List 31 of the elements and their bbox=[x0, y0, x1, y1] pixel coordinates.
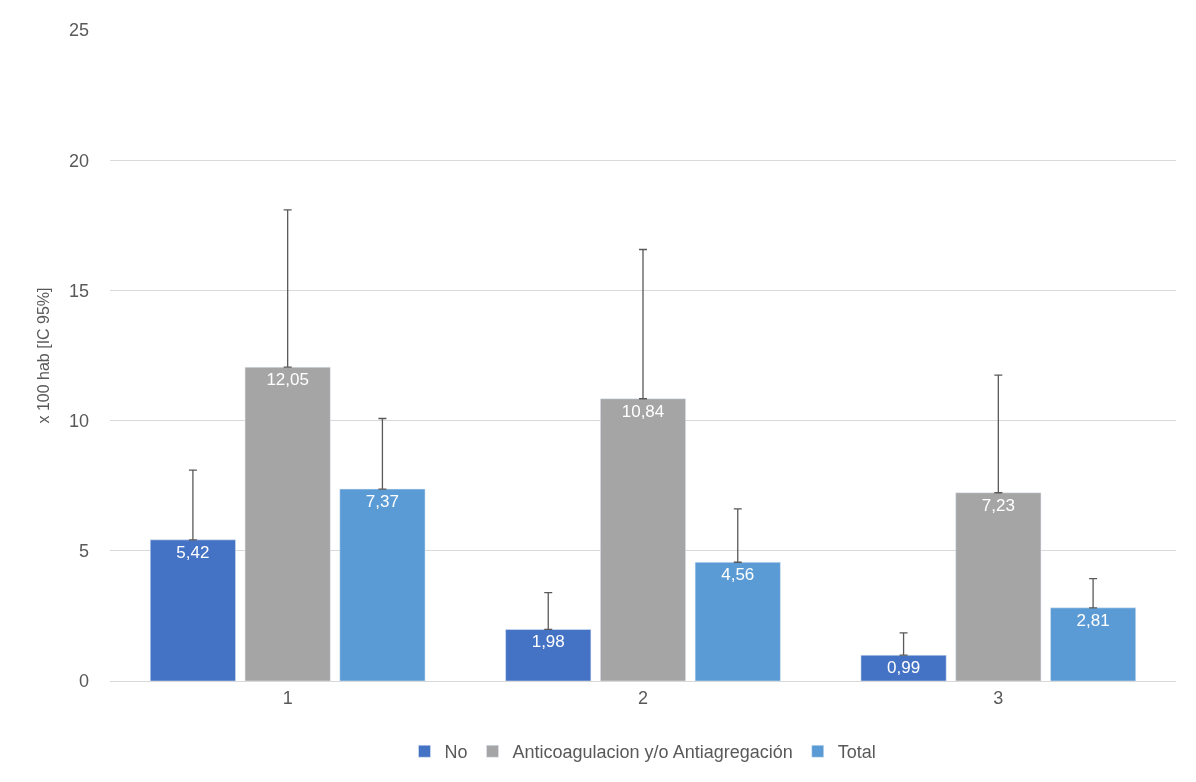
bar bbox=[694, 562, 781, 681]
data-label: 7,37 bbox=[365, 492, 399, 512]
y-tick-label: 10 bbox=[68, 410, 89, 431]
y-tick-label: 20 bbox=[68, 150, 89, 171]
data-label: 7,23 bbox=[981, 495, 1015, 515]
legend-label: Anticoagulacion y/o Antiagregación bbox=[512, 742, 793, 763]
y-axis-title: x 100 hab [IC 95%] bbox=[34, 287, 52, 424]
bar bbox=[244, 366, 331, 681]
x-tick-label: 3 bbox=[993, 687, 1004, 708]
bar bbox=[955, 492, 1042, 681]
data-label: 0,99 bbox=[887, 658, 921, 678]
bar bbox=[1050, 607, 1136, 681]
data-label: 2,81 bbox=[1076, 610, 1110, 630]
bar bbox=[339, 488, 426, 681]
bar bbox=[600, 398, 686, 681]
y-tick-label: 0 bbox=[78, 671, 89, 692]
x-tick-label: 2 bbox=[637, 687, 649, 708]
x-tick-label: 1 bbox=[282, 687, 293, 708]
bar bbox=[505, 629, 592, 681]
data-label: 10,84 bbox=[621, 401, 665, 421]
y-tick-label: 25 bbox=[68, 20, 89, 41]
legend-label: Total bbox=[837, 742, 876, 763]
y-tick-label: 15 bbox=[68, 280, 89, 301]
bar bbox=[150, 539, 236, 681]
data-label: 4,56 bbox=[721, 565, 755, 585]
bar bbox=[860, 654, 947, 681]
y-tick-label: 5 bbox=[78, 541, 89, 562]
legend-label: No bbox=[444, 742, 468, 763]
data-label: 5,42 bbox=[176, 542, 210, 562]
data-label: 12,05 bbox=[266, 370, 309, 390]
data-label: 1,98 bbox=[531, 632, 565, 652]
